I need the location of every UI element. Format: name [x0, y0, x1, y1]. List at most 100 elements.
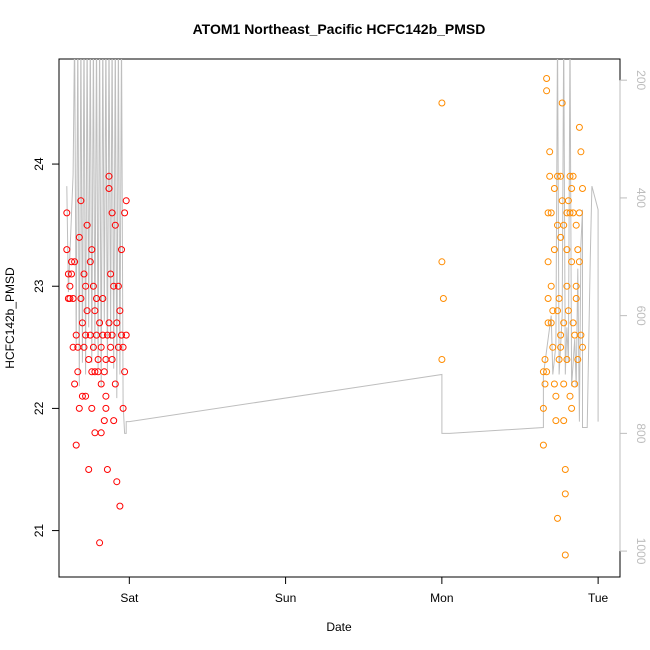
- data-point: [105, 319, 113, 327]
- data-point: [72, 331, 80, 339]
- data-point: [564, 197, 572, 205]
- y2-tick-label: 600: [634, 306, 648, 326]
- data-point: [550, 185, 558, 192]
- data-point: [569, 319, 577, 327]
- data-point: [543, 75, 551, 82]
- data-point: [579, 185, 586, 192]
- data-point: [561, 466, 569, 473]
- data-point: [114, 343, 122, 351]
- data-point: [557, 172, 565, 180]
- data-point: [438, 99, 446, 107]
- data-point: [94, 356, 102, 363]
- data-point: [89, 343, 97, 351]
- data-point: [83, 307, 91, 315]
- data-point: [85, 356, 93, 363]
- data-point: [103, 466, 111, 473]
- data-point: [91, 307, 99, 315]
- data-point: [554, 172, 561, 180]
- data-point: [99, 331, 107, 339]
- data-point: [568, 185, 576, 192]
- data-point: [549, 343, 557, 351]
- data-point: [77, 295, 85, 302]
- data-point: [566, 172, 574, 180]
- plot-frame: [58, 58, 621, 578]
- data-point: [71, 380, 79, 388]
- data-point: [119, 404, 127, 412]
- data-point: [86, 258, 94, 266]
- data-point: [68, 258, 75, 266]
- data-point: [105, 185, 113, 192]
- data-point: [72, 441, 80, 449]
- data-point: [88, 246, 96, 254]
- data-point: [574, 356, 582, 363]
- data-point: [439, 295, 447, 302]
- data-point: [108, 356, 116, 363]
- data-point: [555, 295, 563, 302]
- data-point: [102, 392, 110, 400]
- data-point: [89, 282, 97, 290]
- data-point: [64, 270, 72, 278]
- data-point: [550, 380, 558, 388]
- data-point: [113, 478, 121, 486]
- y2-tick-label: 400: [634, 188, 648, 208]
- data-point: [100, 417, 108, 425]
- data-point: [69, 295, 77, 302]
- data-point: [88, 404, 96, 412]
- data-point: [539, 404, 547, 412]
- data-point: [91, 368, 99, 376]
- data-point: [78, 392, 86, 400]
- data-point: [80, 343, 88, 351]
- data-point: [74, 368, 82, 376]
- data-point: [554, 514, 561, 522]
- y-tick-label: 24: [32, 157, 46, 171]
- data-point: [557, 233, 565, 241]
- data-point: [80, 270, 88, 278]
- x-axis: Sat Sun Mon Tue: [120, 576, 609, 605]
- data-point: [575, 123, 583, 131]
- data-point: [78, 319, 86, 327]
- x-tick-label: Sun: [275, 591, 296, 605]
- data-point: [118, 331, 125, 339]
- x-tick-label: Tue: [588, 591, 609, 605]
- data-point: [543, 368, 551, 376]
- data-point: [566, 392, 574, 400]
- data-point: [116, 502, 124, 510]
- data-point: [77, 197, 85, 205]
- data-point: [560, 319, 568, 327]
- data-point: [105, 172, 113, 180]
- data-point: [63, 246, 71, 254]
- data-point: [69, 343, 77, 351]
- data-point: [114, 282, 122, 290]
- data-point: [97, 380, 105, 388]
- data-point: [107, 343, 115, 351]
- data-point: [557, 343, 565, 351]
- data-point: [103, 331, 111, 339]
- plot-area: [63, 59, 599, 559]
- data-point: [102, 356, 110, 363]
- y2-tick-label: 800: [634, 423, 648, 443]
- data-point: [122, 331, 130, 339]
- data-point: [66, 295, 74, 302]
- data-point: [113, 319, 121, 327]
- data-point: [107, 270, 115, 278]
- data-point: [71, 258, 79, 266]
- data-point: [544, 319, 552, 327]
- data-point: [575, 258, 583, 266]
- y-tick-label: 23: [32, 279, 46, 293]
- data-point: [547, 319, 555, 327]
- data-point: [550, 246, 558, 254]
- data-point: [569, 172, 577, 180]
- data-point: [122, 197, 130, 205]
- data-point: [118, 246, 125, 254]
- data-point: [544, 295, 552, 302]
- data-point: [575, 209, 583, 217]
- data-point: [560, 380, 568, 388]
- data-point: [546, 148, 554, 156]
- data-point: [85, 466, 93, 473]
- data-point: [119, 343, 127, 351]
- data-point: [438, 356, 446, 363]
- data-point: [543, 87, 551, 95]
- data-point: [572, 221, 580, 229]
- data-point: [549, 307, 557, 315]
